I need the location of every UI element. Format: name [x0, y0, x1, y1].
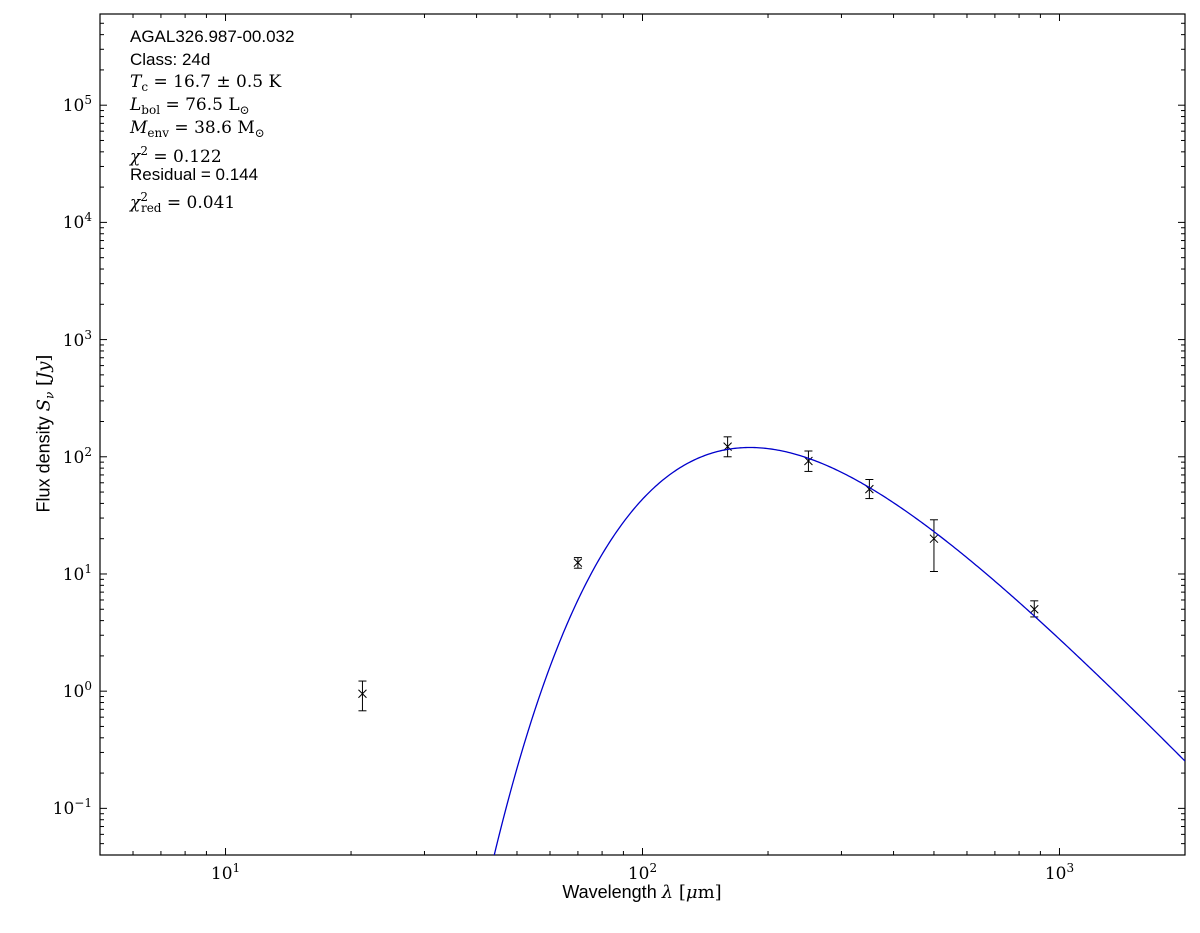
- annotation-line: Menv = 38.6 M⊙: [130, 118, 265, 140]
- annotation-block: AGAL326.987-00.032 Class: 24d Tc = 16.7 ± …: [130, 25, 295, 215]
- annotation-line: χ2red = 0.041: [130, 190, 236, 215]
- data-point: [804, 450, 813, 472]
- data-point: [358, 680, 367, 712]
- photometry-points: [358, 436, 1039, 712]
- annotation-line: χ2 = 0.122: [130, 144, 222, 167]
- axis-ticks: [100, 14, 1185, 855]
- fit-curve: [493, 446, 1185, 855]
- annotation-line: Tc = 16.7 ± 0.5 K: [130, 72, 282, 94]
- data-point: [723, 436, 732, 458]
- data-point: [1029, 600, 1039, 618]
- y-axis-label: Flux density Sν [Jy]: [33, 354, 57, 513]
- data-point: [573, 557, 583, 569]
- annotation-line: Residual = 0.144: [130, 165, 259, 184]
- annotation-line: Class: 24d: [130, 50, 211, 69]
- data-point: [929, 519, 939, 572]
- x-axis-label: Wavelength λ [μm]: [562, 882, 722, 903]
- plot-frame: [99, 13, 1186, 856]
- annotation-line: AGAL326.987-00.032: [130, 27, 295, 46]
- annotation-line: Lbol = 76.5 L⊙: [130, 95, 250, 117]
